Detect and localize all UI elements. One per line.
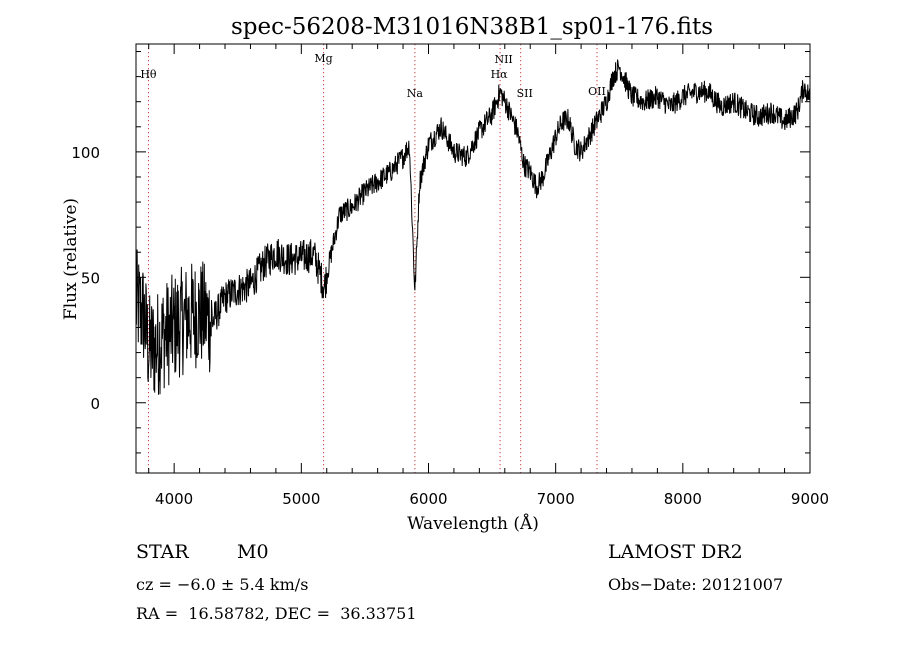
- y-tick-label: 50: [81, 269, 100, 287]
- y-axis-label: Flux (relative): [61, 198, 81, 320]
- spectral-line-label-6: OII: [588, 85, 606, 98]
- spectral-line-label-1: Mg: [314, 52, 332, 65]
- object-subclass: M0: [237, 541, 269, 563]
- spectrum-line: [135, 59, 811, 395]
- x-tick-label: 6000: [409, 490, 447, 508]
- obs-date-text: Obs−Date: 20121007: [608, 575, 784, 594]
- x-axis-label: Wavelength (Å): [407, 513, 539, 534]
- redshift-text: cz = −6.0 ± 5.4 km/s: [136, 575, 309, 594]
- x-tick-label: 8000: [664, 490, 702, 508]
- y-tick-label: 100: [71, 144, 100, 162]
- y-tick-label: 0: [90, 395, 100, 413]
- spectral-line-markers: Hθ Mg Na NII Hα SII OII: [140, 44, 606, 473]
- spectrum-series: [135, 59, 811, 395]
- spectral-line-label-3: NII: [494, 53, 512, 66]
- x-tick-label: 9000: [791, 490, 829, 508]
- x-tick-label: 7000: [537, 490, 575, 508]
- plot-title: spec-56208-M31016N38B1_sp01-176.fits: [231, 14, 713, 40]
- spectral-line-label-4: Hα: [491, 68, 509, 81]
- coords-text: RA = 16.58782, DEC = 36.33751: [136, 604, 417, 623]
- spectral-line-label-2: Na: [407, 87, 424, 100]
- plot-frame: [135, 43, 811, 474]
- tick-labels: 4000 5000 6000 7000 8000 9000 0 50 100: [71, 144, 829, 508]
- spectral-line-label-5: SII: [517, 87, 533, 100]
- spectral-line-label-0: Hθ: [140, 68, 157, 81]
- x-tick-label: 4000: [155, 490, 193, 508]
- axis-ticks: [136, 44, 811, 473]
- x-tick-label: 5000: [282, 490, 320, 508]
- object-class: STAR: [136, 541, 189, 563]
- survey-name: LAMOST DR2: [608, 541, 743, 563]
